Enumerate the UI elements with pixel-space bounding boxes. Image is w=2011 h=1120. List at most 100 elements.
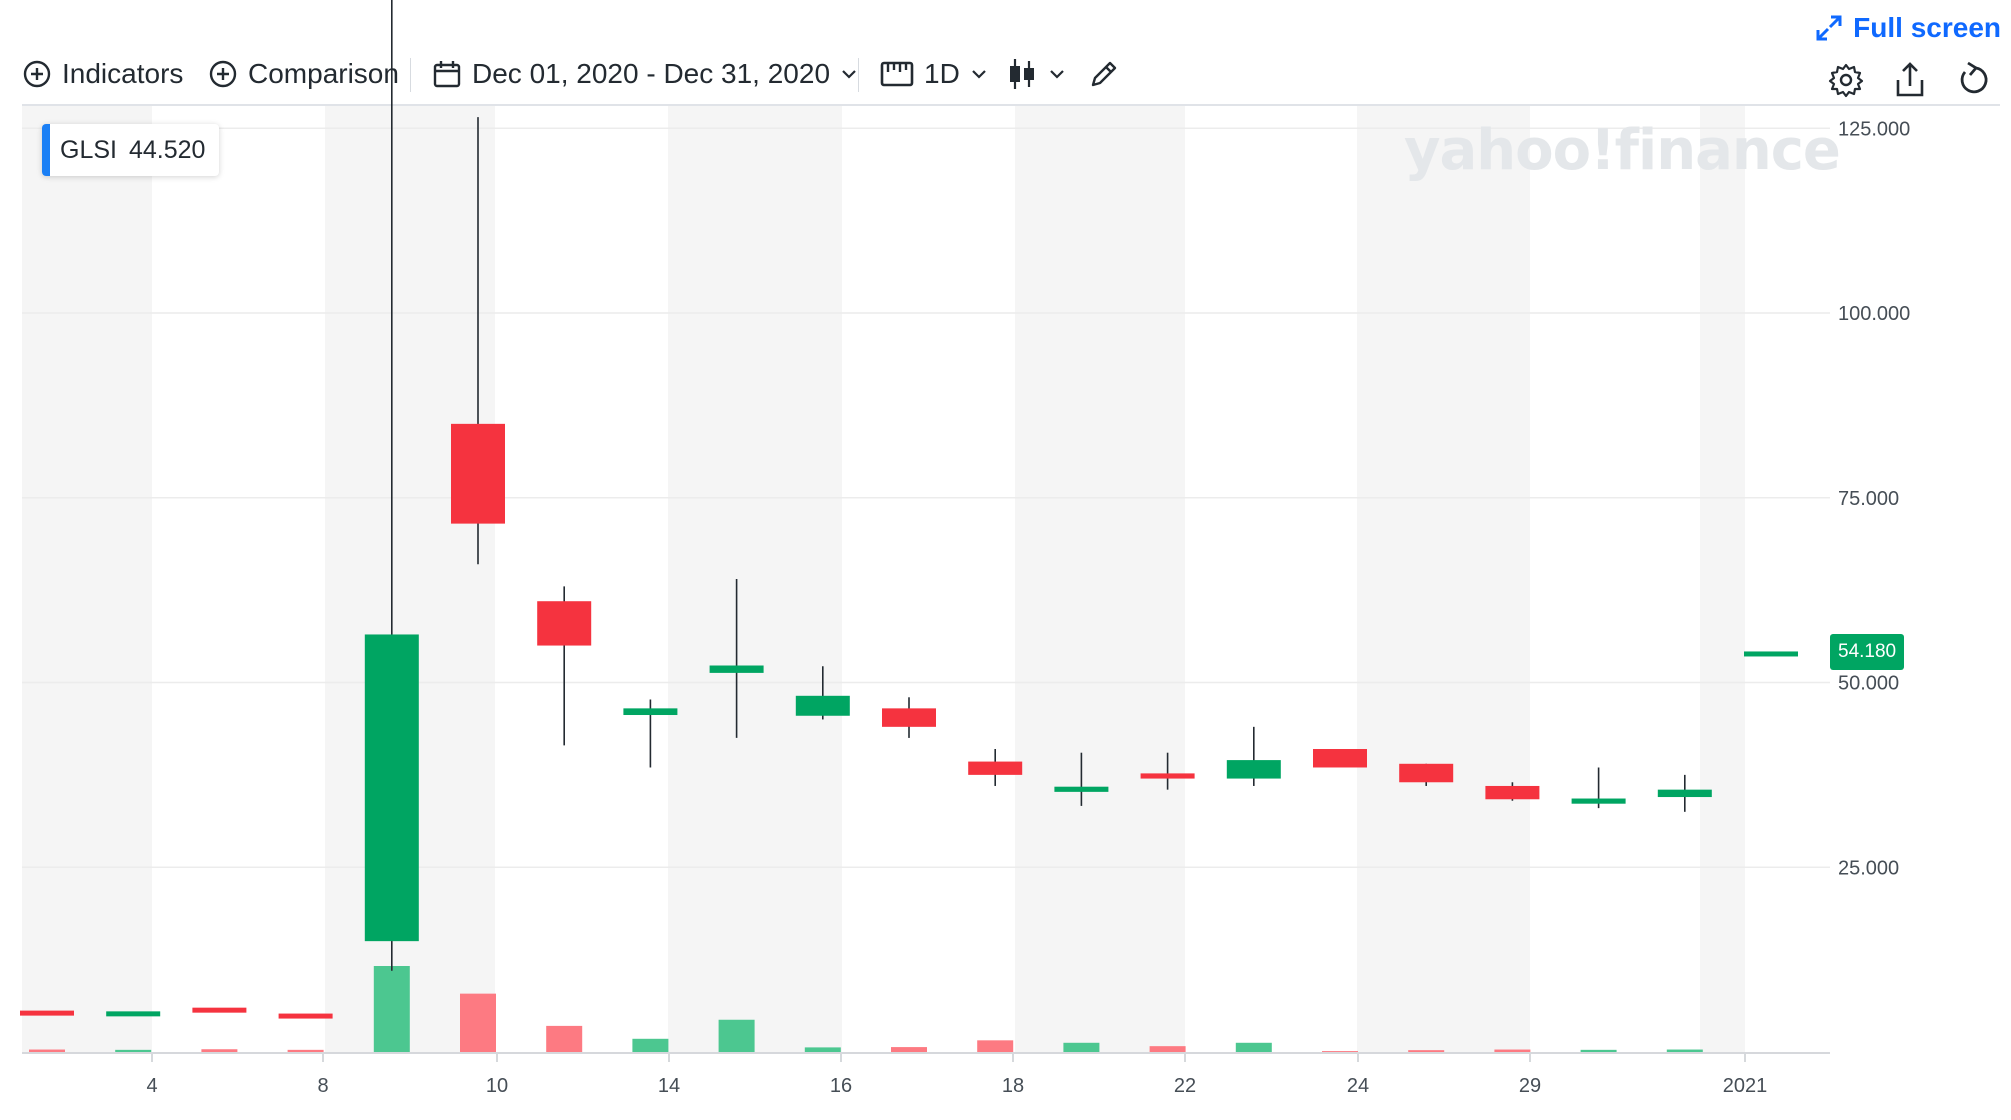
share-icon (1896, 62, 1924, 97)
chevron-down-icon (842, 70, 856, 79)
candlestick-icon (1010, 59, 1034, 89)
y-tick-label: 25.000 (1838, 857, 1899, 879)
legend-symbol: GLSI (60, 135, 117, 164)
volume-bar (373, 966, 410, 1052)
volume-bar (546, 1025, 583, 1052)
calendar-icon (433, 61, 461, 88)
share-button[interactable] (1890, 60, 1930, 100)
fullscreen-label: Full screen (1853, 12, 2001, 43)
chevron-down-icon (972, 70, 986, 79)
candle-body (1744, 651, 1798, 657)
chart-type-selector[interactable] (1006, 52, 1066, 96)
ruler-icon (880, 61, 914, 87)
candle-body (1054, 786, 1109, 792)
x-tick-label: 18 (1002, 1075, 1024, 1097)
volume-bar (460, 993, 496, 1052)
volume-bar (891, 1047, 927, 1052)
week-band (668, 106, 842, 1052)
legend-value: 44.520 (128, 135, 206, 164)
candle-body (623, 708, 678, 716)
gear-icon (1828, 63, 1864, 98)
y-tick-label: 75.000 (1838, 488, 1899, 510)
chart-toolbar: Indicators Comparison Dec 01, 2020 - Dec… (0, 0, 2011, 104)
x-tick-label: 10 (486, 1075, 508, 1097)
volume-bar (1322, 1051, 1358, 1052)
x-tick-label: 14 (658, 1075, 680, 1097)
candle-body (795, 695, 850, 716)
volume-bar (1666, 1049, 1703, 1052)
indicators-button[interactable]: Indicators (22, 52, 183, 96)
candle-body (968, 761, 1023, 775)
y-tick-label: 100.000 (1838, 303, 1910, 325)
y-tick-label: 125.000 (1838, 118, 1910, 140)
volume-bar (718, 1019, 755, 1052)
x-tick-label: 24 (1347, 1075, 1369, 1097)
volume-bar (1408, 1050, 1445, 1052)
fullscreen-button[interactable]: Full screen (1815, 8, 2001, 48)
volume-bar (1063, 1042, 1100, 1052)
volume-bar (632, 1038, 669, 1052)
indicators-label: Indicators (62, 58, 184, 89)
candle-body (1399, 763, 1454, 783)
date-range-selector[interactable]: Dec 01, 2020 - Dec 31, 2020 (432, 52, 858, 96)
volume-bar (1149, 1046, 1186, 1052)
x-tick-label: 29 (1519, 1075, 1541, 1097)
candle-body (20, 1010, 74, 1016)
settings-button[interactable] (1826, 60, 1866, 100)
candle-body (1226, 760, 1281, 779)
last-price-tag: 54.180 (1830, 633, 1905, 670)
week-band (1015, 106, 1185, 1052)
volume-bar (1235, 1042, 1272, 1052)
plus-circle-icon (23, 60, 51, 88)
toolbar-divider (858, 58, 859, 92)
candle-body (364, 634, 419, 942)
symbol-legend: GLSI 44.520 (42, 124, 220, 176)
candle-body (1140, 773, 1195, 779)
candle-body (192, 1007, 247, 1013)
week-band (1357, 106, 1530, 1052)
candle-body (106, 1011, 161, 1017)
toolbar-divider-line (22, 104, 2000, 106)
candle-body (1571, 798, 1626, 804)
candle-body (709, 665, 764, 673)
volume-bar (1580, 1049, 1617, 1052)
candle-body (537, 601, 592, 646)
date-range-label: Dec 01, 2020 - Dec 31, 2020 (472, 58, 831, 89)
volume-bar (287, 1049, 324, 1052)
expand-icon (1816, 15, 1842, 41)
comparison-label: Comparison (248, 58, 399, 89)
candle-body (451, 423, 505, 524)
week-band (22, 106, 152, 1052)
x-tick-label: 22 (1174, 1075, 1196, 1097)
reset-button[interactable] (1954, 60, 1994, 100)
volume-bar (29, 1049, 65, 1052)
draw-button[interactable] (1088, 52, 1120, 96)
candle-body (278, 1013, 333, 1019)
candle-body (882, 708, 936, 727)
comparison-button[interactable]: Comparison (208, 52, 399, 96)
x-tick-label: 8 (317, 1075, 328, 1097)
candle-body (1313, 749, 1367, 768)
x-tick-label: 16 (830, 1075, 852, 1097)
candle-body (1485, 785, 1540, 800)
week-band (1700, 106, 1745, 1052)
reset-icon (1960, 61, 1988, 94)
interval-label: 1D (924, 58, 960, 89)
x-tick-label: 2021 (1723, 1075, 1768, 1097)
toolbar-divider (410, 58, 411, 92)
volume-bar (1494, 1049, 1531, 1052)
pencil-icon (1091, 61, 1117, 87)
candle-body (1657, 789, 1712, 798)
watermark: yahoo!finance (1404, 118, 1841, 183)
volume-bar (201, 1049, 238, 1052)
volume-bar (115, 1049, 152, 1052)
y-tick-label: 50.000 (1838, 673, 1899, 695)
interval-selector[interactable]: 1D (880, 52, 988, 96)
plus-circle-icon (209, 60, 237, 88)
volume-bar (977, 1040, 1014, 1052)
x-tick-label: 4 (146, 1075, 157, 1097)
legend-color-bar (42, 124, 50, 176)
chevron-down-icon (1050, 70, 1064, 79)
volume-bar (804, 1047, 841, 1052)
